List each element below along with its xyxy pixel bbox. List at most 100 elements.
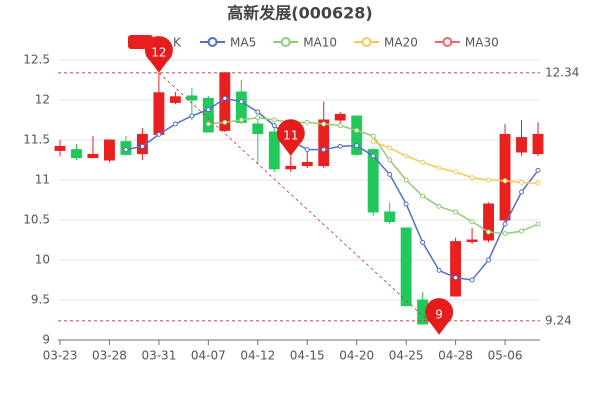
y-tick-label: 9.5 [31,293,50,307]
ma-point [486,257,492,263]
legend-label: MA30 [465,36,499,50]
x-tick-label: 04-28 [438,349,473,363]
chart-title: 高新发展(000628) [227,4,372,23]
ma-line [125,97,539,281]
y-tick-label: 11.5 [23,133,50,147]
ma-point [304,147,310,153]
legend-swatch [128,35,153,49]
candle-body [54,145,66,151]
ma-point [403,201,409,207]
candle-body [268,131,280,170]
candle-body [153,92,165,135]
ma-point [519,228,525,234]
ma-point [502,221,508,227]
pin-label: 11 [283,129,298,143]
ma-point [321,121,327,127]
x-tick-label: 05-06 [488,349,523,363]
x-tick-label: 03-31 [141,349,176,363]
y-tick-label: 9 [42,333,50,347]
x-tick-label: 04-07 [191,349,226,363]
ma-point [255,115,261,121]
candle-body [318,119,330,167]
candle-body [483,203,494,241]
x-tick-label: 03-23 [43,349,78,363]
ma-point [156,131,162,137]
ma-point [387,157,393,163]
candle-body [252,123,264,135]
candle-body [351,115,363,155]
pin [425,298,454,335]
ma-point [354,143,360,149]
y-tick-label: 11 [35,173,50,187]
ma-point [436,267,442,273]
ma-point [469,175,475,181]
ma-point [304,119,310,125]
ma-point [387,145,393,151]
legend-marker [207,37,218,47]
ma-point [486,177,492,183]
ma-point [321,147,327,153]
legend-marker [361,37,372,47]
legend-marker [280,37,291,47]
pin-label: 12 [151,45,166,59]
candle-body [450,241,462,297]
ma-point [271,117,277,123]
candle-body [169,96,181,103]
x-tick-label: 04-12 [240,349,275,363]
x-tick-label: 03-28 [92,349,127,363]
ma-point [535,221,541,227]
ma-point [238,99,244,105]
candle-body [334,113,346,121]
candle-body [285,165,297,170]
candle-body [516,137,527,153]
ma-point [420,239,426,245]
ma-point [387,171,393,177]
legend-marker [442,37,453,47]
ma-point [469,277,475,283]
ma-point [436,165,442,171]
candle-body [532,133,544,155]
candle-body [202,97,214,133]
legend-label: MA20 [384,36,418,50]
candle-body [466,239,478,243]
ma-point [420,159,426,165]
candle-body [104,139,115,161]
x-tick-label: 04-25 [389,349,424,363]
y-tick-label: 12.5 [23,53,50,67]
ma-point [354,127,360,133]
candle-body [301,161,313,167]
ma-point [271,123,277,129]
ma-point [172,121,178,127]
ma-point [403,153,409,159]
candle-body [87,153,99,159]
ma-point [123,147,129,153]
mark-line-label: 9.24 [545,313,572,327]
pin [276,119,305,156]
ma-point [436,203,442,209]
ma-point [535,180,541,186]
candle-body [499,133,511,221]
ma-point [189,113,195,119]
ma-point [420,193,426,199]
ma-point [205,121,211,127]
ma-point [255,109,261,115]
ma-point [519,179,525,185]
pin-label: 9 [435,307,443,321]
ma-point [205,107,211,113]
mark-line-label: 12.34 [545,65,579,79]
ma-point [519,189,525,195]
ma-point [486,229,492,235]
y-tick-label: 10.5 [23,213,50,227]
x-tick-label: 04-20 [339,349,374,363]
legend-label: MA5 [230,36,256,50]
candle-body [384,211,396,223]
ma-point [502,231,508,237]
ma-point [139,143,145,149]
trend-line [158,72,440,332]
ma-point [535,167,541,173]
y-tick-label: 12 [35,93,50,107]
legend-label: MA10 [303,36,337,50]
candle-body [71,149,82,159]
ma-point [453,169,459,175]
